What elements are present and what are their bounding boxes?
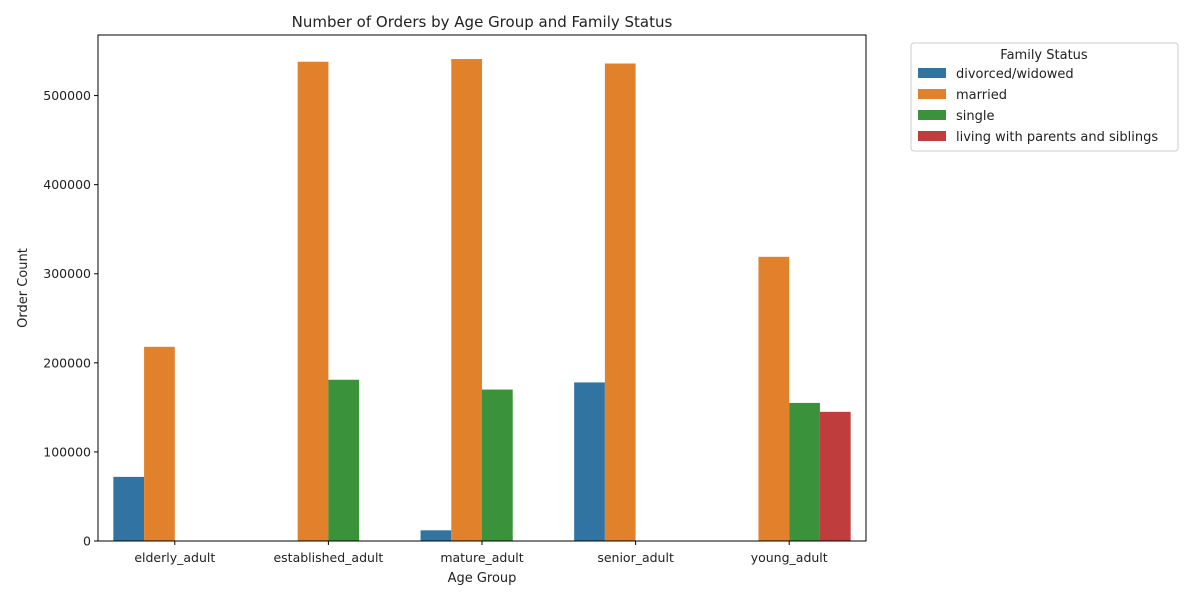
legend-swatch — [918, 89, 946, 99]
y-tick-label: 500000 — [43, 88, 91, 103]
legend-label: living with parents and siblings — [956, 130, 1158, 145]
legend-label: married — [956, 88, 1007, 103]
bar-elderly_adult-divorced-widowed — [113, 476, 145, 541]
x-axis-ticks: elderly_adult established_adult mature_adu… — [134, 541, 828, 565]
x-tick-label: senior_adult — [597, 550, 674, 565]
bar-mature_adult-married — [451, 59, 482, 542]
legend-frame — [910, 42, 1179, 152]
bar-mature_adult-single — [482, 389, 513, 541]
legend-swatch — [918, 131, 946, 141]
y-tick-label: 100000 — [43, 444, 91, 459]
bar-young_adult-single — [789, 402, 820, 541]
y-axis-ticks: 0 100000 200000 300000 400000 500000 — [43, 88, 98, 549]
legend-items: divorced/widowed married single living with… — [918, 67, 1158, 145]
bar-senior_adult-divorced-widowed — [574, 382, 605, 541]
y-tick-label: 200000 — [43, 355, 91, 370]
legend-label: single — [956, 109, 995, 124]
legend-title: Family Status — [1000, 48, 1088, 63]
x-tick-label: young_adult — [751, 550, 828, 565]
chart-title: Number of Orders by Age Group and Family… — [292, 13, 673, 31]
bar-young_adult-living-with-parents-and-siblings — [819, 411, 851, 541]
bars-group — [113, 59, 851, 542]
y-axis-label: Order Count — [16, 248, 31, 328]
x-tick-label: mature_adult — [440, 550, 523, 565]
bar-elderly_adult-married — [144, 346, 175, 541]
x-tick-label: elderly_adult — [134, 550, 215, 565]
y-tick-label: 0 — [83, 534, 91, 549]
y-tick-label: 300000 — [43, 266, 91, 281]
bar-established_adult-married — [297, 61, 329, 541]
bar-established_adult-single — [328, 379, 360, 541]
legend: Family Status divorced/widowed married sin… — [910, 42, 1179, 152]
y-tick-label: 400000 — [43, 177, 91, 192]
x-tick-label: established_adult — [273, 550, 383, 565]
x-axis-label: Age Group — [448, 571, 517, 586]
bar-young_adult-married — [758, 256, 790, 541]
bar-senior_adult-married — [604, 63, 636, 541]
legend-swatch — [918, 110, 946, 120]
legend-swatch — [918, 68, 946, 78]
bar-mature_adult-divorced-widowed — [420, 530, 452, 541]
legend-label: divorced/widowed — [956, 67, 1074, 82]
